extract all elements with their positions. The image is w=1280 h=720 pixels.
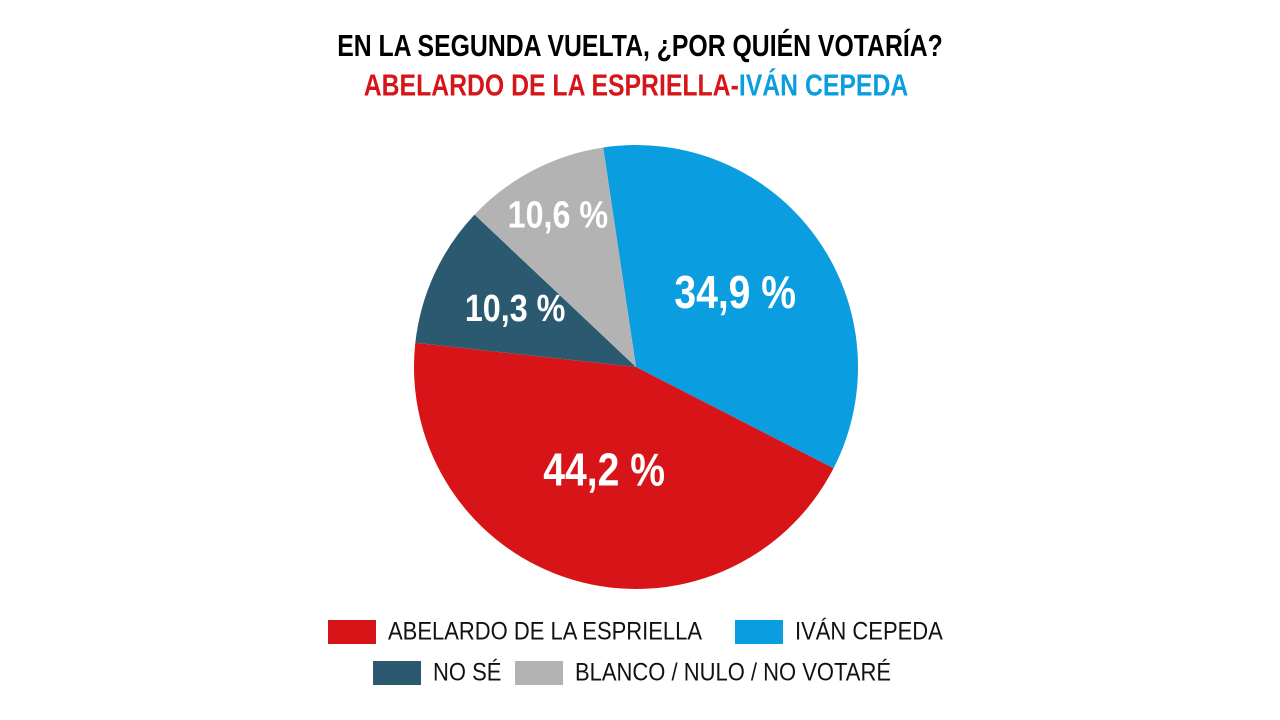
subtitle-part: IVÁN CEPEDA (739, 69, 908, 103)
slice-label: 34,9 % (674, 267, 796, 319)
legend-swatch (735, 620, 783, 644)
title-group: EN LA SEGUNDA VUELTA, ¿POR QUIÉN VOTARÍA… (337, 29, 943, 103)
legend-label: NO SÉ (433, 658, 501, 686)
chart-title: EN LA SEGUNDA VUELTA, ¿POR QUIÉN VOTARÍA… (337, 29, 943, 63)
slice-label: 44,2 % (543, 445, 665, 497)
chart-subtitle: ABELARDO DE LA ESPRIELLA-IVÁN CEPEDA (364, 69, 909, 103)
legend-swatch (373, 661, 421, 685)
pie-slice (603, 145, 858, 469)
legend-label: IVÁN CEPEDA (795, 617, 943, 645)
legend-label: BLANCO / NULO / NO VOTARÉ (575, 658, 891, 686)
pie-slice (413, 342, 834, 590)
legend-swatch (515, 661, 563, 685)
slice-label: 10,3 % (465, 288, 566, 330)
subtitle-part: ABELARDO DE LA ESPRIELLA- (364, 69, 739, 103)
pie-slice (415, 214, 636, 367)
pie-slice (474, 147, 636, 367)
legend-swatch (328, 620, 376, 644)
slice-label: 10,6 % (508, 194, 609, 236)
legend-label: ABELARDO DE LA ESPRIELLA (388, 617, 702, 645)
